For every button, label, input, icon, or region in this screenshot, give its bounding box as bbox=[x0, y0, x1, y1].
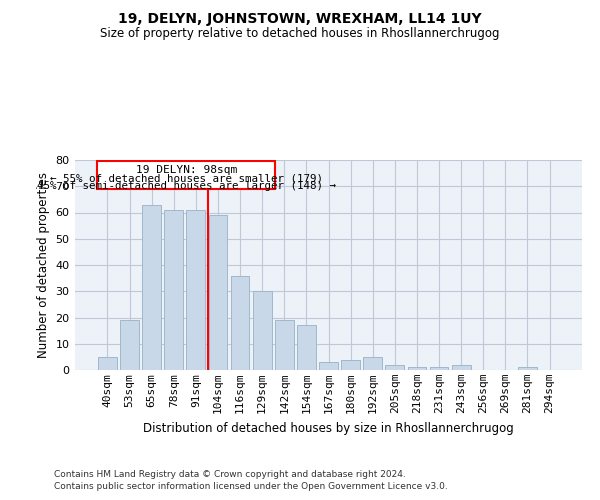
Bar bbox=[164, 210, 183, 370]
Text: 45% of semi-detached houses are larger (148) →: 45% of semi-detached houses are larger (… bbox=[37, 181, 335, 191]
Text: Size of property relative to detached houses in Rhosllannerchrugog: Size of property relative to detached ho… bbox=[100, 28, 500, 40]
Text: Contains HM Land Registry data © Crown copyright and database right 2024.: Contains HM Land Registry data © Crown c… bbox=[54, 470, 406, 479]
Bar bbox=[120, 320, 139, 370]
Bar bbox=[364, 357, 382, 370]
Bar bbox=[98, 357, 117, 370]
Bar bbox=[142, 204, 161, 370]
Text: 19, DELYN, JOHNSTOWN, WREXHAM, LL14 1UY: 19, DELYN, JOHNSTOWN, WREXHAM, LL14 1UY bbox=[118, 12, 482, 26]
Text: 19 DELYN: 98sqm: 19 DELYN: 98sqm bbox=[136, 165, 237, 175]
Bar bbox=[230, 276, 250, 370]
Bar bbox=[430, 368, 448, 370]
Bar bbox=[385, 365, 404, 370]
Y-axis label: Number of detached properties: Number of detached properties bbox=[37, 172, 50, 358]
Bar bbox=[452, 365, 470, 370]
X-axis label: Distribution of detached houses by size in Rhosllannerchrugog: Distribution of detached houses by size … bbox=[143, 422, 514, 434]
Bar bbox=[518, 368, 537, 370]
Bar bbox=[209, 215, 227, 370]
Text: ← 55% of detached houses are smaller (179): ← 55% of detached houses are smaller (17… bbox=[50, 173, 323, 183]
Bar bbox=[253, 291, 272, 370]
Text: Contains public sector information licensed under the Open Government Licence v3: Contains public sector information licen… bbox=[54, 482, 448, 491]
Bar bbox=[297, 326, 316, 370]
Bar bbox=[319, 362, 338, 370]
Bar bbox=[341, 360, 360, 370]
Bar bbox=[187, 210, 205, 370]
Bar bbox=[275, 320, 293, 370]
Bar bbox=[97, 162, 275, 189]
Bar bbox=[407, 368, 427, 370]
